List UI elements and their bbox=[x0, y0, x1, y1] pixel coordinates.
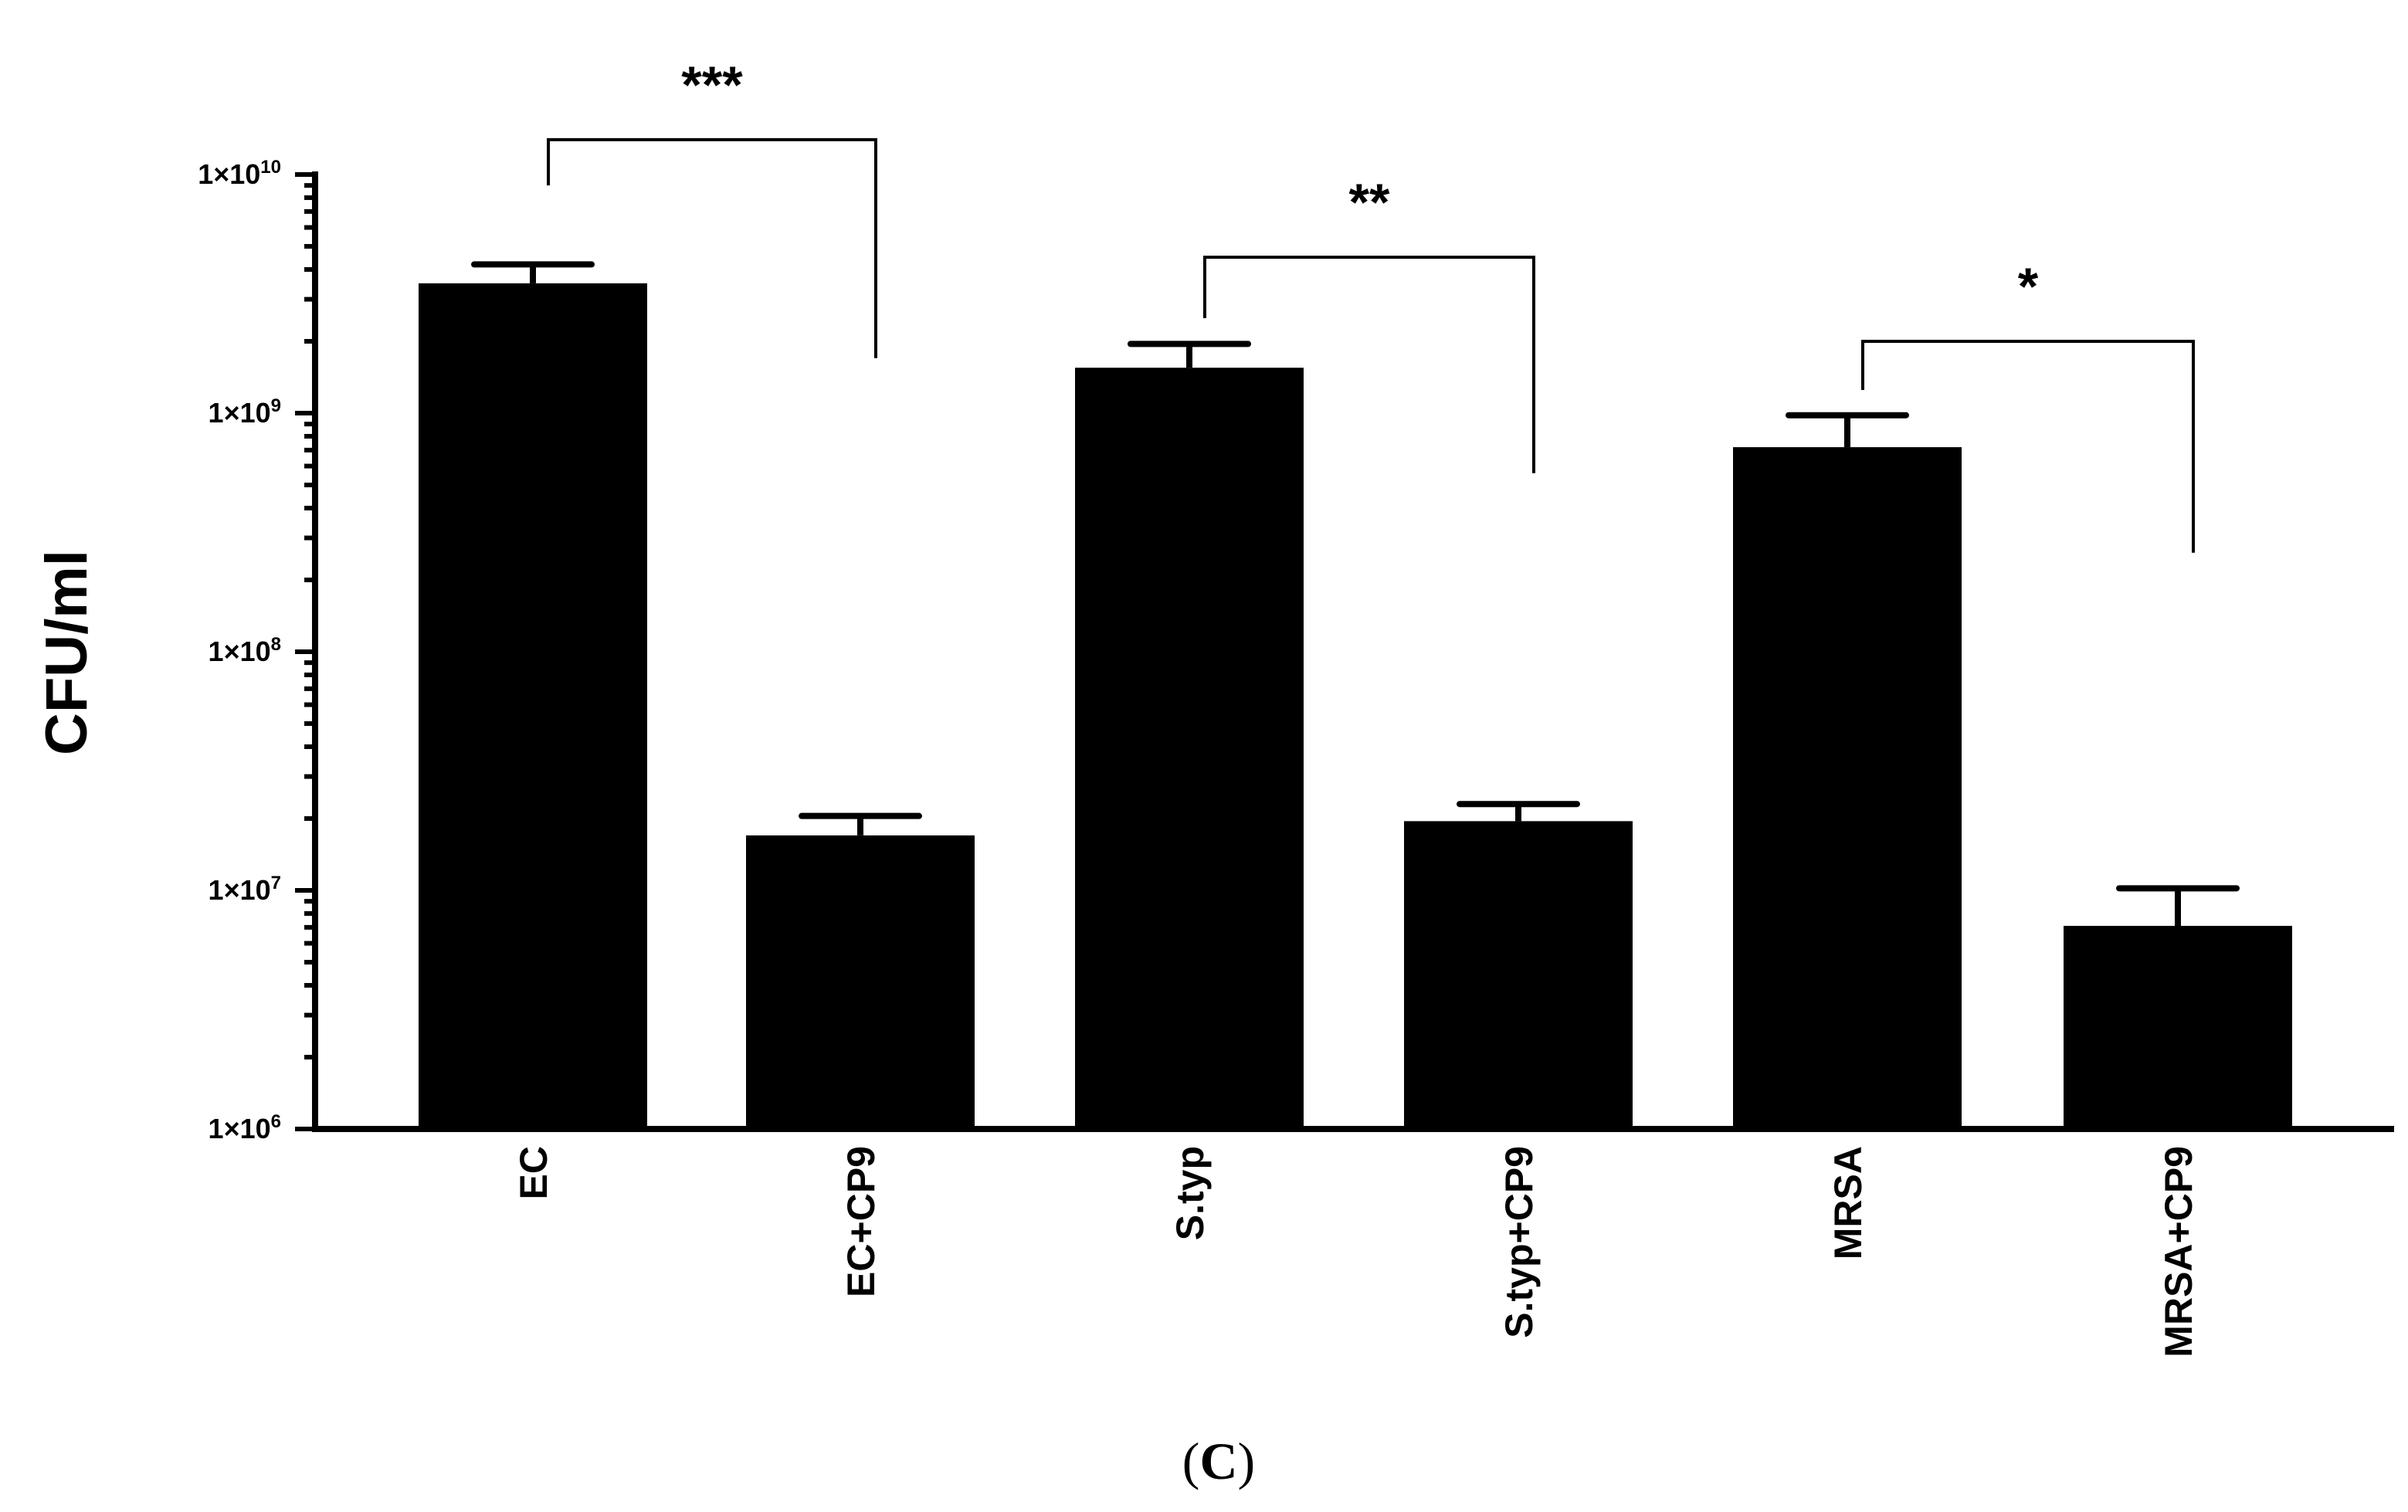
panel-label: (C) bbox=[1182, 1432, 1255, 1490]
y-tick-label: 1×107 bbox=[209, 873, 281, 906]
x-tick-label: EC bbox=[512, 1146, 555, 1199]
x-tick-labels: EC EC+CP9 S.typ S.typ+CP9 MRSA MRSA+CP9 bbox=[512, 1146, 2200, 1358]
bar-ec bbox=[419, 283, 647, 1130]
y-ticks bbox=[295, 172, 315, 1131]
y-tick-label: 1×1010 bbox=[198, 157, 281, 190]
y-axis-title: CFU/ml bbox=[34, 550, 100, 755]
y-tick-exponent: 7 bbox=[271, 873, 281, 893]
x-tick-label: MRSA bbox=[1826, 1146, 1870, 1259]
y-tick-exponent: 6 bbox=[271, 1111, 281, 1132]
x-tick-label: S.typ bbox=[1168, 1146, 1212, 1240]
bar-s-typ bbox=[1075, 368, 1304, 1129]
x-tick-label: EC+CP9 bbox=[839, 1146, 883, 1297]
significance-bracket bbox=[547, 137, 877, 358]
bars bbox=[419, 283, 2292, 1130]
x-tick-label: MRSA+CP9 bbox=[2157, 1146, 2200, 1358]
y-tick-exponent: 8 bbox=[271, 634, 281, 655]
significance-label: ** bbox=[1349, 173, 1390, 232]
y-tick-label: 1×106 bbox=[209, 1111, 281, 1144]
significance-bracket bbox=[1203, 256, 1535, 473]
y-tick-label: 1×109 bbox=[209, 395, 281, 429]
error-bars bbox=[471, 261, 2240, 926]
significance-label: *** bbox=[681, 56, 743, 114]
y-tick-base: 1×10 bbox=[209, 636, 271, 667]
significance-label: * bbox=[2018, 257, 2039, 316]
y-tick-base: 1×10 bbox=[198, 158, 260, 190]
significance-bracket bbox=[1861, 339, 2195, 553]
y-tick-exponent: 10 bbox=[260, 157, 281, 178]
y-tick-base: 1×10 bbox=[209, 1113, 271, 1144]
y-tick-base: 1×10 bbox=[209, 874, 271, 906]
y-tick-exponent: 9 bbox=[271, 395, 281, 416]
bar-mrsa bbox=[1733, 447, 1962, 1129]
y-tick-label: 1×108 bbox=[209, 634, 281, 667]
bar-ec-cp9 bbox=[746, 835, 975, 1129]
bar-s-typ-cp9 bbox=[1404, 821, 1633, 1129]
significance-brackets: ****** bbox=[547, 56, 2195, 553]
x-tick-label: S.typ+CP9 bbox=[1497, 1146, 1541, 1338]
y-tick-base: 1×10 bbox=[209, 397, 271, 429]
bar-mrsa-cp9 bbox=[2064, 925, 2292, 1129]
